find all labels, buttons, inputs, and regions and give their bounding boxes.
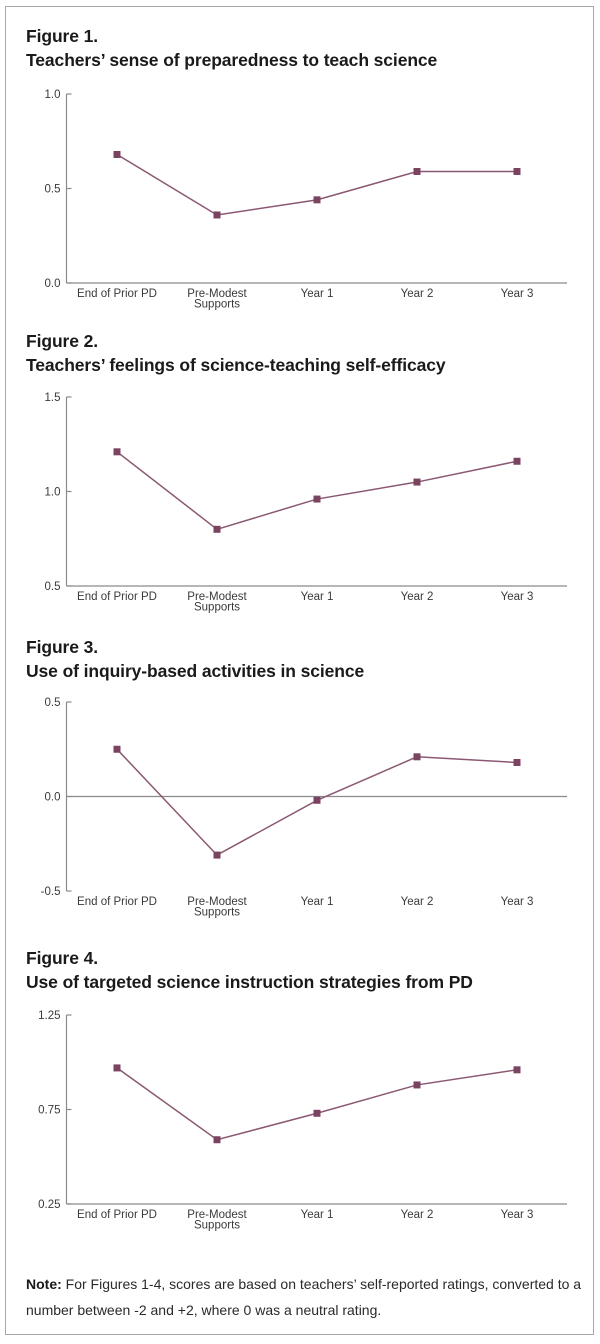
x-tick-label-line: Pre-Modest [187,288,247,300]
x-tick-label-line: Year 2 [401,1209,434,1221]
x-tick-label: Year 1 [301,591,334,603]
x-tick-label: Pre-Modest Supports [187,288,247,311]
figure-panel-border [5,6,594,1335]
data-point-marker [113,448,121,456]
x-tick-label-line: End of Prior PD [77,896,157,908]
figure-3-chart: -0.5 0.0 0.5 End of Prior PD Pre-Modest Suppo… [41,697,567,919]
x-tick-label: Year 2 [401,1209,434,1221]
data-point-marker [213,851,221,859]
x-tick-label: Year 1 [301,288,334,300]
x-tick-label: Pre-Modest Supports [187,591,247,614]
x-tick-label-line: Year 3 [501,896,534,908]
figure-1-chart: 0.0 0.5 1.0 End of Prior PD Pre-Modest Suppor… [45,89,567,311]
x-tick-label: Year 3 [501,896,534,908]
y-tick-label: 0.75 [38,1105,60,1117]
x-tick-label-line: Year 1 [301,1209,334,1221]
x-tick-label: Pre-Modest Supports [187,896,247,919]
figure-2-chart: 0.5 1.0 1.5 End of Prior PD Pre-Modest Suppor… [45,392,567,614]
figure-1-title: Teachers’ sense of preparedness to teach… [26,50,438,70]
y-tick-label: 1.0 [45,487,61,499]
figure-4-heading: Figure 4. Use of targeted science instru… [26,946,473,994]
data-point-marker [113,1064,121,1072]
x-tick-label-line: End of Prior PD [77,1209,157,1221]
y-tick-label: -0.5 [41,886,61,898]
x-tick-label-line: End of Prior PD [77,288,157,300]
x-tick-label: Year 1 [301,1209,334,1221]
figure-3-title: Use of inquiry-based activities in scien… [26,661,365,681]
x-tick-label-line: Year 2 [401,896,434,908]
x-tick-label-line: Year 1 [301,288,334,300]
x-tick-label: Year 2 [401,591,434,603]
y-tick-label: 0.5 [45,184,61,196]
figure-note: Note: For Figures 1-4, scores are based … [26,1271,586,1323]
x-tick-label-line: Supports [194,602,240,614]
x-tick-label: Year 3 [501,288,534,300]
figure-3-heading: Figure 3. Use of inquiry-based activitie… [26,635,364,683]
x-tick-label-line: End of Prior PD [77,591,157,603]
data-point-marker [413,167,421,175]
data-point-marker [313,196,321,204]
y-tick-label: 0.0 [45,278,61,290]
data-point-marker [513,457,521,465]
note-text: For Figures 1-4, scores are based on tea… [26,1276,582,1318]
x-tick-label-line: Pre-Modest [187,896,247,908]
note-label: Note: [26,1276,62,1292]
x-tick-label: Year 2 [401,896,434,908]
x-tick-label-line: Pre-Modest [187,1209,247,1221]
data-point-marker [113,745,121,753]
figure-4-chart: 0.25 0.75 1.25 End of Prior PD Pre-Modest Sup… [38,1010,567,1232]
x-tick-label-line: Year 3 [501,591,534,603]
x-tick-label: End of Prior PD [77,1209,157,1221]
x-tick-label-line: Year 3 [501,1209,534,1221]
data-point-marker [313,1109,321,1117]
x-tick-label: Year 2 [401,288,434,300]
x-tick-label: End of Prior PD [77,591,157,603]
data-point-marker [213,211,221,219]
y-tick-label: 0.5 [45,581,61,593]
figure-2-label: Figure 2. [26,331,99,351]
y-tick-label: 1.25 [38,1010,60,1022]
data-point-marker [213,1136,221,1144]
data-point-marker [513,167,521,175]
x-tick-label-line: Pre-Modest [187,591,247,603]
x-tick-label-line: Supports [194,907,240,919]
figure-1-label: Figure 1. [26,26,99,46]
x-tick-label-line: Year 1 [301,896,334,908]
y-tick-label: 1.0 [45,89,61,101]
x-tick-label-line: Year 2 [401,288,434,300]
x-tick-label-line: Year 2 [401,591,434,603]
data-point-marker [513,1066,521,1074]
y-tick-label: 0.5 [45,697,61,709]
x-tick-label: End of Prior PD [77,288,157,300]
figure-3-label: Figure 3. [26,637,99,657]
x-tick-label-line: Supports [194,1220,240,1232]
data-point-marker [513,758,521,766]
data-point-marker [413,478,421,486]
figure-1-heading: Figure 1. Teachers’ sense of preparednes… [26,24,437,72]
x-tick-label-line: Year 3 [501,288,534,300]
figure-2-heading: Figure 2. Teachers’ feelings of science-… [26,329,446,377]
x-tick-label-line: Supports [194,299,240,311]
x-tick-label: End of Prior PD [77,896,157,908]
data-point-marker [313,495,321,503]
x-tick-label-line: Year 1 [301,591,334,603]
y-tick-label: 1.5 [45,392,61,404]
figure-4-title: Use of targeted science instruction stra… [26,972,473,992]
data-point-marker [113,150,121,158]
x-tick-label: Year 1 [301,896,334,908]
data-point-marker [213,525,221,533]
x-tick-label: Pre-Modest Supports [187,1209,247,1232]
figure-2-title: Teachers’ feelings of science-teaching s… [26,355,446,375]
figure-4-label: Figure 4. [26,948,99,968]
y-tick-label: 0.0 [45,792,61,804]
y-tick-label: 0.25 [38,1199,60,1211]
data-point-marker [413,1081,421,1089]
series-line [116,1067,518,1141]
data-point-marker [413,753,421,761]
x-tick-label: Year 3 [501,1209,534,1221]
x-tick-label: Year 3 [501,591,534,603]
data-point-marker [313,796,321,804]
